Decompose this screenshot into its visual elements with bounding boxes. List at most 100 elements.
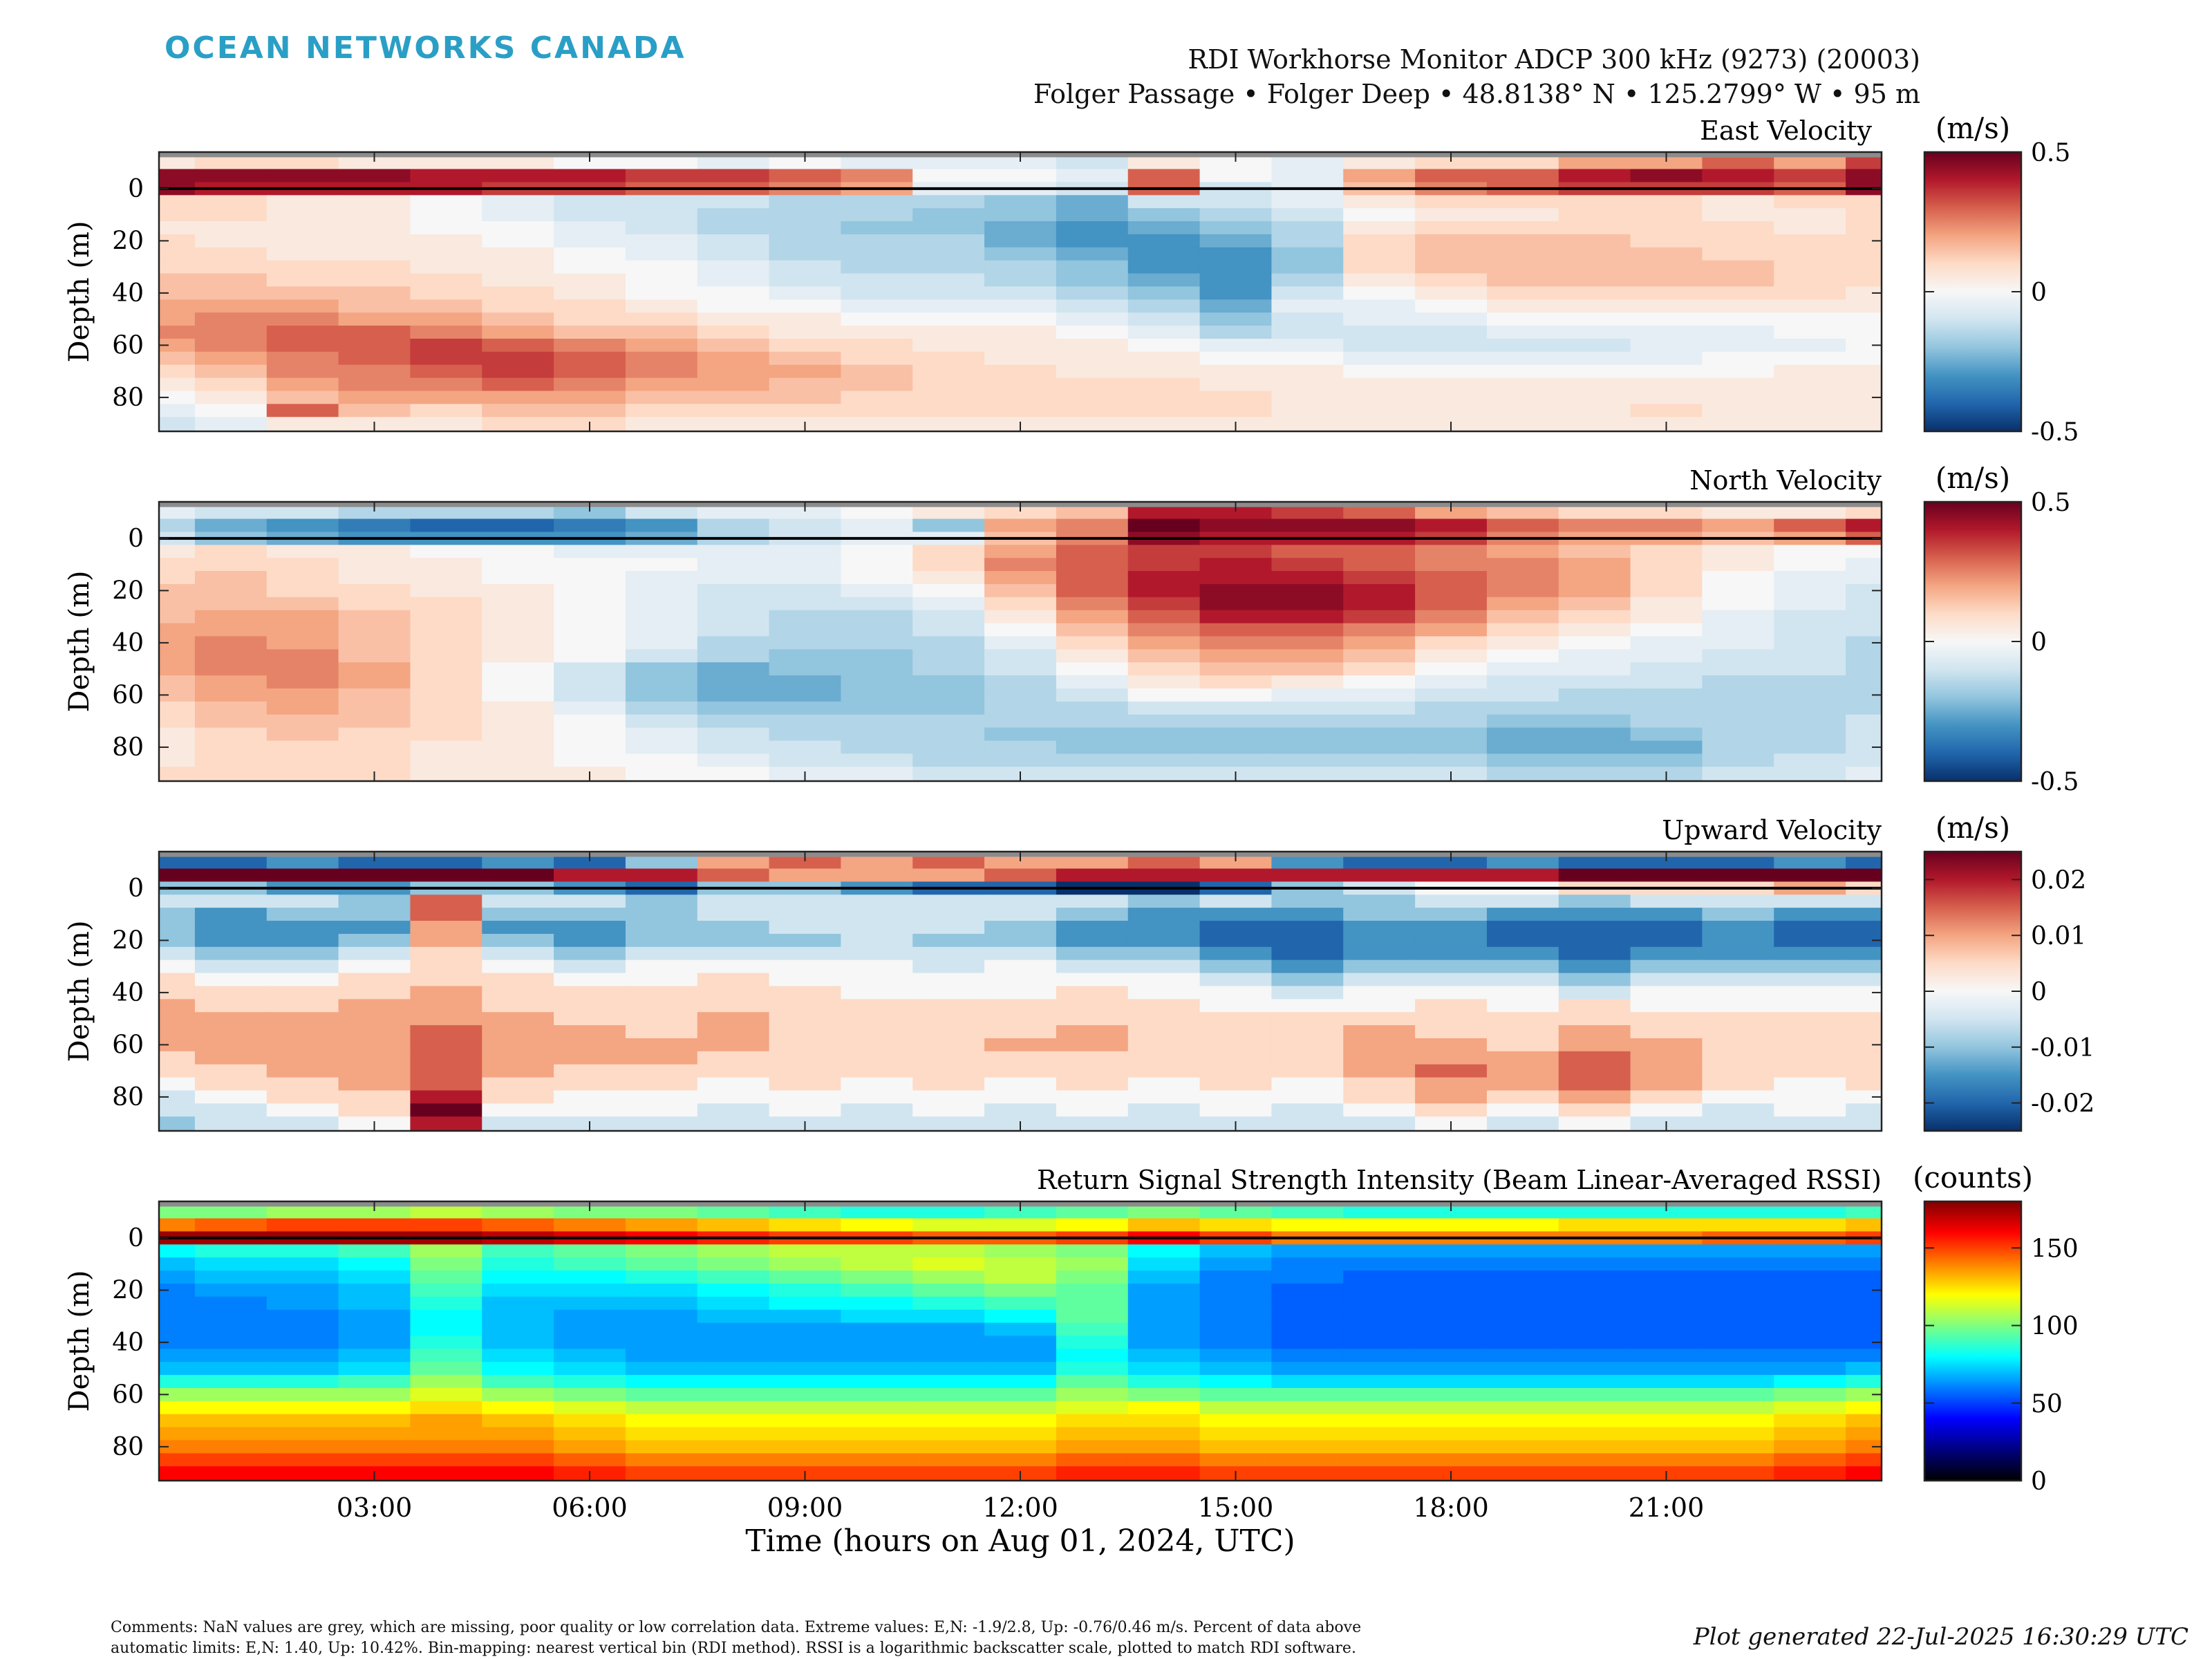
heatmap-cell xyxy=(1702,417,1774,432)
heatmap-cell xyxy=(1127,688,1201,702)
heatmap-cell xyxy=(1558,338,1631,353)
colorbar xyxy=(1923,151,2023,433)
heatmap-cell xyxy=(554,391,626,404)
heatmap-cell xyxy=(1127,1322,1201,1337)
heatmap-cell xyxy=(1774,507,1846,520)
heatmap-cell xyxy=(984,727,1057,742)
heatmap-cell xyxy=(1846,959,1882,974)
heatmap-cell xyxy=(1486,959,1559,974)
heatmap-cell xyxy=(266,856,339,870)
heatmap-cell xyxy=(482,727,554,742)
colorbar-tick-label: 0 xyxy=(2031,628,2047,657)
heatmap-cell xyxy=(1415,727,1488,742)
heatmap-cell xyxy=(1127,933,1201,948)
heatmap-cell xyxy=(1630,727,1703,742)
heatmap-cell xyxy=(410,157,482,170)
heatmap-cell xyxy=(769,1257,842,1271)
heatmap-cell xyxy=(266,946,339,961)
heatmap-cell xyxy=(697,338,770,353)
heatmap-cell xyxy=(410,908,482,921)
heatmap-cell xyxy=(1486,740,1559,754)
heatmap-cell xyxy=(194,1322,268,1337)
heatmap-cell xyxy=(159,195,196,209)
heatmap-cell xyxy=(159,247,196,261)
heatmap-cell xyxy=(1558,688,1631,702)
heatmap-cell xyxy=(1846,649,1882,663)
heatmap-cell xyxy=(554,1257,626,1271)
heatmap-cell xyxy=(625,558,698,572)
heatmap-cell xyxy=(1702,1038,1774,1052)
heatmap-cell xyxy=(625,1362,698,1376)
heatmap-cell xyxy=(1558,908,1631,921)
heatmap-cell xyxy=(984,364,1057,379)
heatmap-cell xyxy=(1486,986,1559,1000)
heatmap-cell xyxy=(266,1375,339,1389)
heatmap-cell xyxy=(194,545,268,559)
heatmap-cell xyxy=(482,1414,554,1428)
heatmap-cell xyxy=(554,1271,626,1284)
heatmap-cell xyxy=(1127,312,1201,326)
heatmap-cell xyxy=(1486,1116,1559,1132)
heatmap-cell xyxy=(841,1414,913,1428)
heatmap-cell xyxy=(1056,507,1129,520)
heatmap-cell xyxy=(1199,1051,1273,1065)
heatmap-cell xyxy=(338,377,411,392)
heatmap-cell xyxy=(266,727,339,742)
heatmap-cell xyxy=(1271,701,1344,715)
heatmap-cell xyxy=(697,1296,770,1311)
heatmap-cell xyxy=(1271,946,1344,961)
heatmap-cell xyxy=(984,649,1057,663)
heatmap-cell xyxy=(625,1296,698,1311)
heatmap-cell xyxy=(482,157,554,170)
heatmap-cell xyxy=(1343,312,1416,326)
heatmap-cell xyxy=(1127,649,1201,663)
heatmap-cell xyxy=(1630,933,1703,948)
heatmap-cell xyxy=(194,1038,268,1052)
heatmap-cell xyxy=(1415,688,1488,702)
heatmap-cell xyxy=(912,234,985,248)
heatmap-cell xyxy=(554,1375,626,1389)
heatmap-cell xyxy=(625,260,698,274)
heatmap-cell xyxy=(1630,157,1703,170)
heatmap-cell xyxy=(1558,247,1631,261)
heatmap-cell xyxy=(159,662,196,676)
heatmap-cell xyxy=(841,157,913,170)
heatmap-cell xyxy=(1630,999,1703,1013)
heatmap-cell xyxy=(1343,1218,1416,1232)
heatmap-cell xyxy=(482,908,554,921)
heatmap-cell xyxy=(625,701,698,715)
heatmap-cell xyxy=(625,545,698,559)
heatmap-cell xyxy=(1846,1427,1882,1441)
heatmap-cell xyxy=(841,1466,913,1481)
heatmap-cell xyxy=(1199,1103,1273,1117)
heatmap-cell xyxy=(1558,946,1631,961)
heatmap-cell xyxy=(1127,714,1201,729)
heatmap-cell xyxy=(1846,1414,1882,1428)
heatmap-cell xyxy=(769,636,842,650)
heatmap-cell xyxy=(410,959,482,974)
heatmap-cell xyxy=(625,1244,698,1258)
heatmap-cell xyxy=(769,1309,842,1324)
heatmap-cell xyxy=(410,1064,482,1078)
heatmap-cell xyxy=(697,959,770,974)
heatmap-cell xyxy=(1199,973,1273,987)
heatmap-cell xyxy=(912,597,985,611)
heatmap-cell xyxy=(266,1466,339,1481)
heatmap-cell xyxy=(1630,1309,1703,1324)
heatmap-cell xyxy=(1415,518,1488,533)
heatmap-cell xyxy=(1415,221,1488,235)
heatmap-cell xyxy=(1558,1206,1631,1219)
heatmap-cell xyxy=(769,946,842,961)
ytick-label: 80 xyxy=(112,1083,144,1112)
heatmap-cell xyxy=(159,1309,196,1324)
ytick-label: 0 xyxy=(128,874,144,903)
heatmap-cell xyxy=(1558,1427,1631,1441)
heatmap-cell xyxy=(1846,921,1882,935)
heatmap-cell xyxy=(625,351,698,366)
heatmap-cell xyxy=(984,662,1057,676)
heatmap-cell xyxy=(194,326,268,339)
heatmap-cell xyxy=(1056,933,1129,948)
heatmap-cell xyxy=(159,1440,196,1454)
heatmap-cell xyxy=(984,1296,1057,1311)
heatmap-cell xyxy=(482,571,554,585)
